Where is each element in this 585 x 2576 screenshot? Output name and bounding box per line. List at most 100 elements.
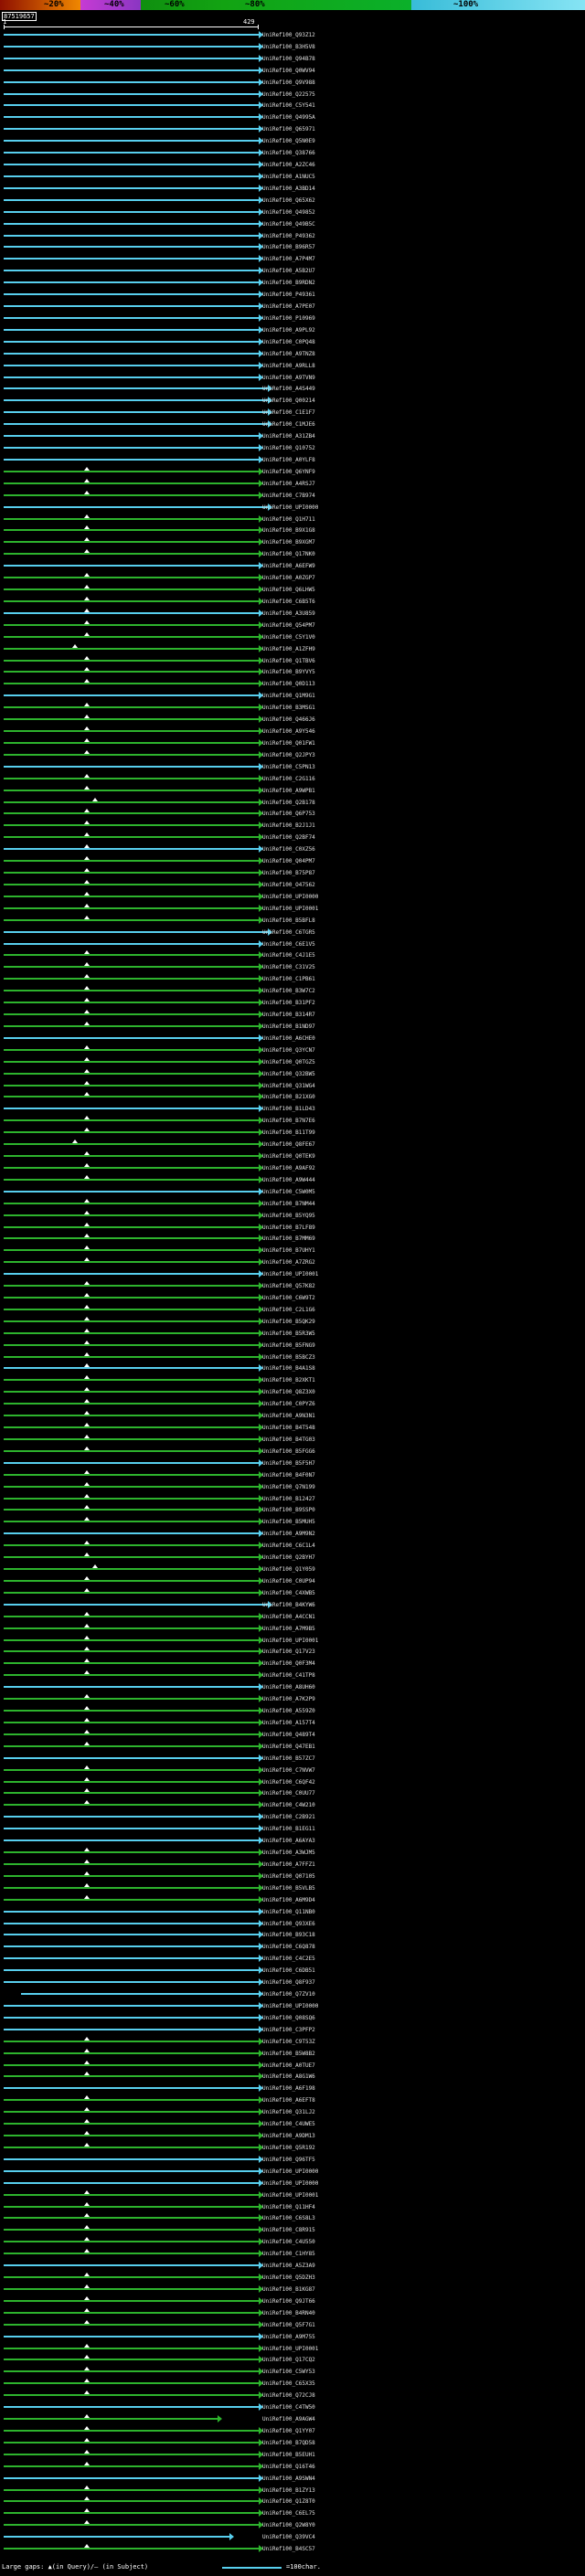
hit-row[interactable]: UniRef100_C6E1V5 (0, 938, 585, 950)
alignment-bar[interactable] (4, 954, 259, 957)
hit-label[interactable]: UniRef100_Q1H711 (262, 515, 315, 523)
alignment-bar[interactable] (4, 1615, 259, 1617)
hit-row[interactable]: UniRef100_Q17CQ2 (0, 2354, 585, 2366)
hit-row[interactable]: UniRef100_C0PYZ6 (0, 1398, 585, 1410)
alignment-bar[interactable] (4, 565, 259, 567)
alignment-bar[interactable] (4, 57, 259, 59)
hit-label[interactable]: UniRef100_Q72CJ8 (262, 2392, 315, 2400)
hit-label[interactable]: UniRef100_Q7N199 (262, 1483, 315, 1490)
alignment-bar[interactable] (4, 895, 259, 897)
alignment-bar[interactable] (4, 1839, 259, 1842)
alignment-bar[interactable] (4, 2311, 259, 2314)
hit-label[interactable]: UniRef100_Q5R192 (262, 2144, 315, 2151)
hit-row[interactable]: UniRef100_A6AYA3 (0, 1835, 585, 1847)
hit-label[interactable]: UniRef100_A9PL92 (262, 326, 315, 334)
alignment-bar[interactable] (4, 1273, 259, 1276)
alignment-bar[interactable] (4, 1556, 259, 1559)
hit-row[interactable]: UniRef100_A6M9D4 (0, 1894, 585, 1906)
alignment-bar[interactable] (4, 966, 259, 969)
hit-label[interactable]: UniRef100_B7UHY1 (262, 1247, 315, 1255)
hit-row[interactable]: UniRef100_Q8FE67 (0, 1139, 585, 1150)
alignment-bar[interactable] (4, 2536, 230, 2539)
alignment-bar[interactable] (4, 493, 259, 496)
alignment-bar[interactable] (4, 1756, 259, 1759)
hit-label[interactable]: UniRef100_B12427 (262, 1495, 315, 1502)
hit-label[interactable]: UniRef100_A6F198 (262, 2085, 315, 2093)
hit-row[interactable]: UniRef100_A3BD14 (0, 183, 585, 195)
hit-label[interactable]: UniRef100_B4SC57 (262, 2546, 315, 2553)
hit-row[interactable]: UniRef100_C4U550 (0, 2236, 585, 2248)
hit-label[interactable]: UniRef100_C31V25 (262, 964, 315, 971)
hit-row[interactable]: UniRef100_A3WJM5 (0, 1847, 585, 1859)
hit-label[interactable]: UniRef100_Q08SQ6 (262, 2014, 315, 2021)
hit-row[interactable]: UniRef100_A157T4 (0, 1717, 585, 1729)
alignment-bar[interactable] (4, 635, 259, 638)
alignment-bar[interactable] (4, 1934, 259, 1936)
hit-row[interactable]: UniRef100_Q65X62 (0, 195, 585, 207)
alignment-bar[interactable] (4, 611, 259, 614)
alignment-bar[interactable] (4, 1308, 259, 1310)
hit-row[interactable]: UniRef100_C6QF42 (0, 1776, 585, 1788)
alignment-bar[interactable] (4, 387, 268, 390)
alignment-bar[interactable] (4, 1579, 259, 1582)
hit-row[interactable]: UniRef100_Q1Y059 (0, 1564, 585, 1575)
hit-label[interactable]: UniRef100_C5W0M5 (262, 1188, 315, 1195)
hit-label[interactable]: UniRef100_Q6YNF9 (262, 468, 315, 475)
hit-row[interactable]: UniRef100_A1NUC5 (0, 171, 585, 183)
alignment-bar[interactable] (4, 270, 259, 272)
alignment-bar[interactable] (4, 706, 259, 709)
hit-row[interactable]: UniRef100_A6EFW9 (0, 560, 585, 572)
alignment-bar[interactable] (4, 1744, 259, 1747)
hit-row[interactable]: UniRef100_B4KYW6 (0, 1599, 585, 1611)
hit-row[interactable]: UniRef100_Q2BF74 (0, 832, 585, 843)
hit-row[interactable]: UniRef100_C0UP94 (0, 1575, 585, 1587)
hit-label[interactable]: UniRef100_C7NVW7 (262, 1766, 315, 1774)
hit-row[interactable]: UniRef100_Q47EB1 (0, 1741, 585, 1753)
alignment-bar[interactable] (4, 435, 259, 438)
hit-row[interactable]: UniRef100_A1ZFH9 (0, 643, 585, 655)
hit-row[interactable]: UniRef100_UPI0000 (0, 2178, 585, 2189)
hit-label[interactable]: UniRef100_B4KYW6 (262, 1601, 315, 1608)
hit-row[interactable]: UniRef100_A7M9B5 (0, 1623, 585, 1635)
alignment-bar[interactable] (4, 1945, 259, 1948)
alignment-bar[interactable] (4, 423, 268, 426)
hit-label[interactable]: UniRef100_Q39VC4 (262, 2534, 315, 2541)
alignment-bar[interactable] (4, 152, 259, 154)
hit-label[interactable]: UniRef100_A9AF92 (262, 1164, 315, 1171)
alignment-bar[interactable] (4, 2370, 259, 2373)
hit-label[interactable]: UniRef100_UPI0001 (262, 2191, 319, 2199)
alignment-bar[interactable] (4, 1650, 259, 1653)
alignment-bar[interactable] (4, 741, 259, 744)
hit-label[interactable]: UniRef100_Q0TGZ5 (262, 1058, 315, 1065)
hit-row[interactable]: UniRef100_A6EFT8 (0, 2094, 585, 2106)
hit-label[interactable]: UniRef100_Q3YCN7 (262, 1046, 315, 1054)
hit-row[interactable]: UniRef100_C6TGR5 (0, 927, 585, 938)
hit-row[interactable]: UniRef100_C0PQ48 (0, 336, 585, 348)
hit-row[interactable]: UniRef100_C5WY53 (0, 2366, 585, 2378)
hit-label[interactable]: UniRef100_P49361 (262, 292, 315, 299)
alignment-bar[interactable] (4, 1521, 259, 1523)
alignment-bar[interactable] (4, 2441, 259, 2443)
hit-row[interactable]: UniRef100_A7FFZ1 (0, 1859, 585, 1871)
hit-label[interactable]: UniRef100_UPI0000 (262, 893, 319, 900)
hit-label[interactable]: UniRef100_C4U550 (262, 2239, 315, 2246)
hit-label[interactable]: UniRef100_B4A1S8 (262, 1365, 315, 1373)
hit-row[interactable]: UniRef100_Q0D113 (0, 678, 585, 690)
alignment-bar[interactable] (4, 2406, 259, 2409)
alignment-bar[interactable] (4, 1485, 259, 1488)
alignment-bar[interactable] (4, 765, 259, 768)
hit-label[interactable]: UniRef100_B1ND97 (262, 1023, 315, 1030)
hit-row[interactable]: UniRef100_Q04PM7 (0, 855, 585, 867)
hit-row[interactable]: UniRef100_A9N3N1 (0, 1410, 585, 1422)
alignment-bar[interactable] (4, 1437, 259, 1440)
hit-label[interactable]: UniRef100_Q49852 (262, 208, 315, 216)
hit-label[interactable]: UniRef100_B4F0N7 (262, 1471, 315, 1479)
alignment-bar[interactable] (4, 1851, 259, 1854)
hit-label[interactable]: UniRef100_UPI0001 (262, 905, 319, 912)
hit-label[interactable]: UniRef100_C0PYZ6 (262, 1401, 315, 1408)
hit-row[interactable]: UniRef100_Q6LHW5 (0, 584, 585, 596)
hit-label[interactable]: UniRef100_A8UH60 (262, 1684, 315, 1691)
hit-row[interactable]: UniRef100_B5FGG6 (0, 1446, 585, 1458)
hit-label[interactable]: UniRef100_B5W8B2 (262, 2050, 315, 2057)
alignment-bar[interactable] (4, 210, 259, 213)
